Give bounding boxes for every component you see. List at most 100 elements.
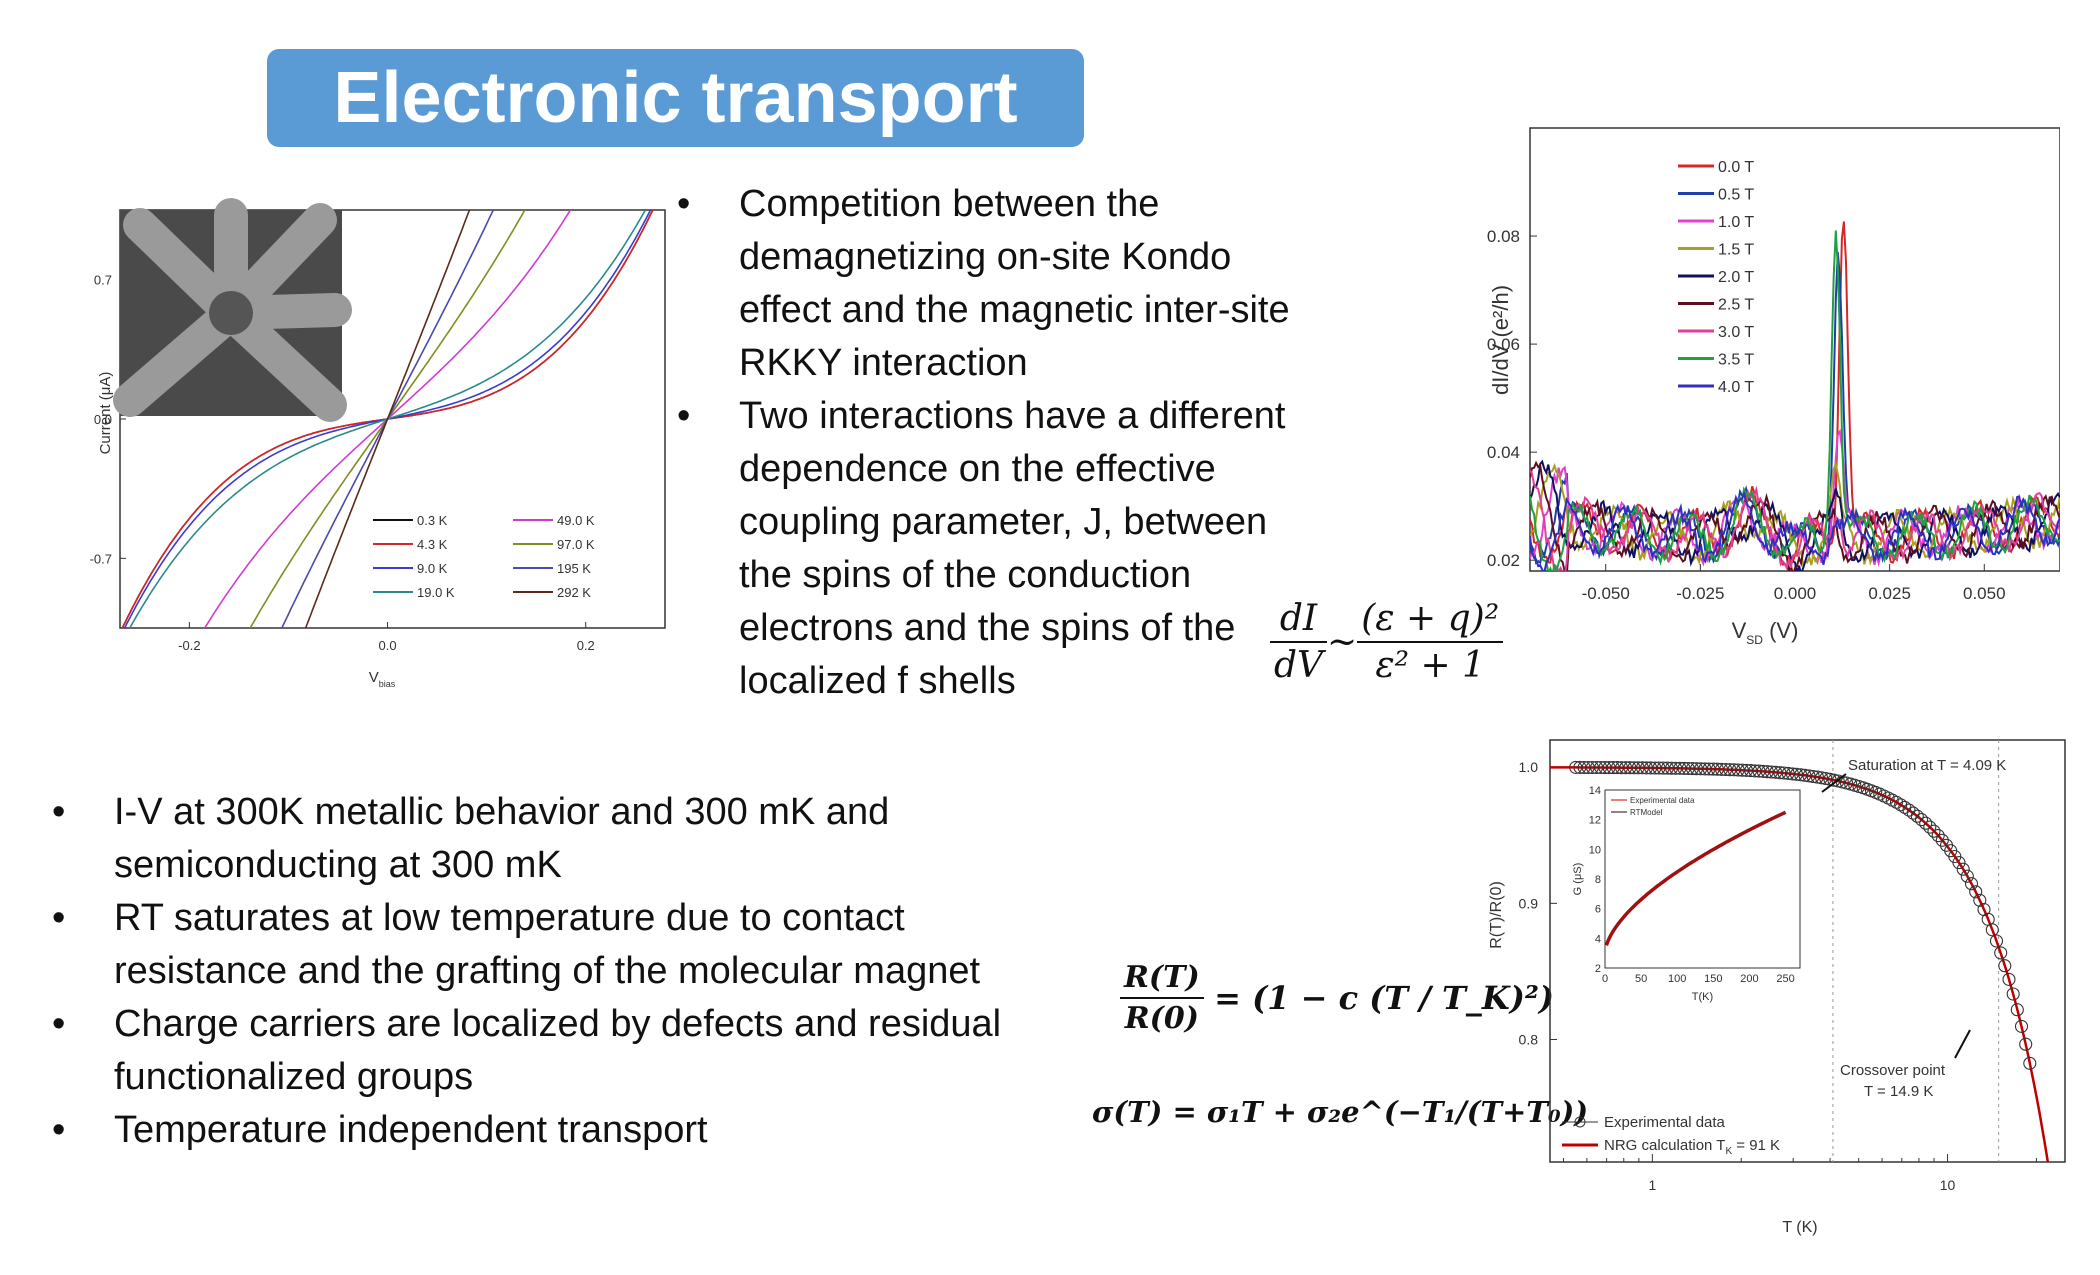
rt-arrow-saturation: [1821, 773, 1847, 793]
didv-legend-label: 4.0 T: [1718, 379, 1754, 396]
rt-data-point: [1810, 770, 1824, 784]
rt-ytick-label: 1.0: [1519, 759, 1539, 775]
rt-data-point: [1906, 806, 1920, 820]
didv-series-line: [1530, 230, 2060, 571]
rt-legend-marker-exp: [1574, 1116, 1586, 1128]
bullet-item: Two interactions have a different depend…: [677, 390, 1297, 708]
sigma-equation: σ(T) = σ₁T + σ₂e^(−T₁/(T+T₀)): [1092, 1095, 1589, 1129]
rt-inset-ytick-label: 6: [1595, 904, 1601, 916]
didv-legend-label: 0.0 T: [1718, 159, 1754, 176]
rt-data-point: [2023, 1056, 2037, 1070]
rt-data-point: [1927, 824, 1941, 838]
iv-legend-label: 97.0 K: [557, 537, 595, 552]
rt-inset-legend-label-model: RTModel: [1630, 808, 1663, 817]
rt-data-point: [1931, 829, 1945, 843]
iv-series-line: [249, 210, 526, 628]
didv-legend-label: 3.0 T: [1718, 324, 1754, 341]
rt-chart: R(T)/R(0) T (K) 1.0 0.9 0.8 1 10 Saturation a…: [1488, 739, 2066, 1236]
iv-legend-label: 4.3 K: [417, 537, 448, 552]
rt-data-point: [2006, 987, 2020, 1001]
rt-data-point: [1814, 771, 1829, 785]
rt-data-point: [2010, 1003, 2024, 1017]
didv-legend-label: 2.0 T: [1718, 269, 1754, 286]
didv-xtick-label: -0.050: [1582, 584, 1630, 603]
rt-data-point: [1798, 768, 1812, 782]
rt-xtick-label: 1: [1648, 1177, 1656, 1193]
rt-data-point: [1781, 766, 1795, 780]
iv-xtick-label: 0.0: [379, 638, 397, 653]
iv-ytick-label: 0.0: [94, 412, 112, 427]
bullet-item: Charge carriers are localized by defects…: [52, 998, 1012, 1104]
rt-data-point: [1960, 869, 1974, 883]
rt-data-point: [1785, 767, 1799, 781]
rt-data-point: [1964, 877, 1979, 891]
didv-legend-label: 1.5 T: [1718, 242, 1754, 259]
didv-ytick-label: 0.02: [1487, 551, 1520, 570]
rt-data-point: [1919, 816, 1933, 830]
iv-xtick-label: -0.2: [178, 638, 200, 653]
rt-data-point: [1994, 946, 2008, 960]
iv-ytick-label: -0.7: [90, 551, 112, 566]
fano-lhs-den: dV: [1274, 645, 1324, 686]
iv-ytick-label: 0.7: [94, 273, 112, 288]
didv-legend-label: 0.5 T: [1718, 187, 1754, 204]
rt-annotation-crossover-t: T = 14.9 K: [1864, 1083, 1933, 1100]
rt-data-point: [2002, 972, 2016, 986]
bullet-item: Competition between the demagnetizing on…: [677, 178, 1297, 390]
rt-inset-xtick-label: 50: [1635, 973, 1647, 985]
didv-xtick-label: 0.025: [1868, 584, 1911, 603]
rt-inset-xtick-label: 100: [1668, 973, 1686, 985]
kondo-rhs: = (1 − c (T / T_K)²): [1214, 979, 1555, 1017]
rt-data-point: [1910, 809, 1924, 823]
iv-inset-electrode: [113, 296, 248, 417]
didv-xtick-label: 0.050: [1963, 584, 2006, 603]
iv-xtick-label: 0.2: [577, 638, 595, 653]
rt-data-point: [1923, 820, 1937, 834]
iv-legend-label: 292 K: [557, 585, 591, 600]
rt-inset-ylabel: G (μS): [1572, 863, 1584, 896]
iv-inset-gap: [209, 291, 253, 335]
iv-legend-label: 19.0 K: [417, 585, 455, 600]
fano-rhs-den: ε² + 1: [1375, 645, 1486, 686]
rt-data-point: [1794, 768, 1808, 782]
rt-inset-ytick-label: 8: [1595, 874, 1601, 886]
rt-data-point: [1756, 764, 1770, 778]
rt-data-point: [1914, 813, 1929, 827]
rt-inset-curve: [1604, 810, 1787, 947]
iv-legend-label: 0.3 K: [417, 513, 448, 528]
slide-title: Electronic transport: [267, 49, 1084, 147]
rt-ytick-label: 0.8: [1519, 1031, 1539, 1047]
bullet-item: I-V at 300K metallic behavior and 300 mK…: [52, 786, 1012, 892]
rt-inset-ytick-label: 10: [1589, 844, 1601, 856]
fano-equation: dI dV ~ (ε + q)² ε² + 1: [1270, 598, 1504, 686]
kondo-lhs-num: R(T): [1120, 960, 1204, 999]
rt-xlabel: T (K): [1782, 1219, 1817, 1236]
didv-ytick-label: 0.06: [1487, 335, 1520, 354]
rt-data-point: [1769, 765, 1783, 779]
iv-ylabel: Current (μA): [97, 372, 114, 455]
didv-legend-label: 2.5 T: [1718, 297, 1754, 314]
rt-plot-frame: [1549, 739, 2066, 1163]
didv-series-line: [1530, 460, 2060, 571]
rt-data-point: [1985, 923, 1999, 937]
iv-series-line: [304, 210, 471, 628]
bullet-item: RT saturates at low temperature due to c…: [52, 892, 1012, 998]
didv-legend-label: 1.0 T: [1718, 214, 1754, 231]
rt-data-point: [1760, 765, 1774, 779]
rt-data-point: [1764, 765, 1779, 779]
rt-data-point: [1752, 764, 1766, 778]
rt-inset-legend-label-exp: Experimental data: [1630, 796, 1695, 805]
rt-arrow-crossover: [1954, 1029, 1971, 1059]
rt-data-point: [1969, 885, 1983, 899]
rt-inset-xtick-label: 150: [1704, 973, 1722, 985]
rt-data-point: [1827, 773, 1841, 787]
iv-legend-label: 49.0 K: [557, 513, 595, 528]
didv-ytick-label: 0.08: [1487, 227, 1520, 246]
didv-series-line: [1530, 490, 2060, 571]
didv-ylabel: dI/dV (e²/h): [1488, 285, 1513, 395]
rt-data-point: [2019, 1037, 2033, 1051]
rt-data-point: [1973, 893, 1987, 907]
iv-xlabel: Vbias: [369, 669, 396, 689]
didv-series-line: [1530, 469, 2060, 571]
fano-rhs-num: (ε + q)²: [1357, 598, 1504, 643]
